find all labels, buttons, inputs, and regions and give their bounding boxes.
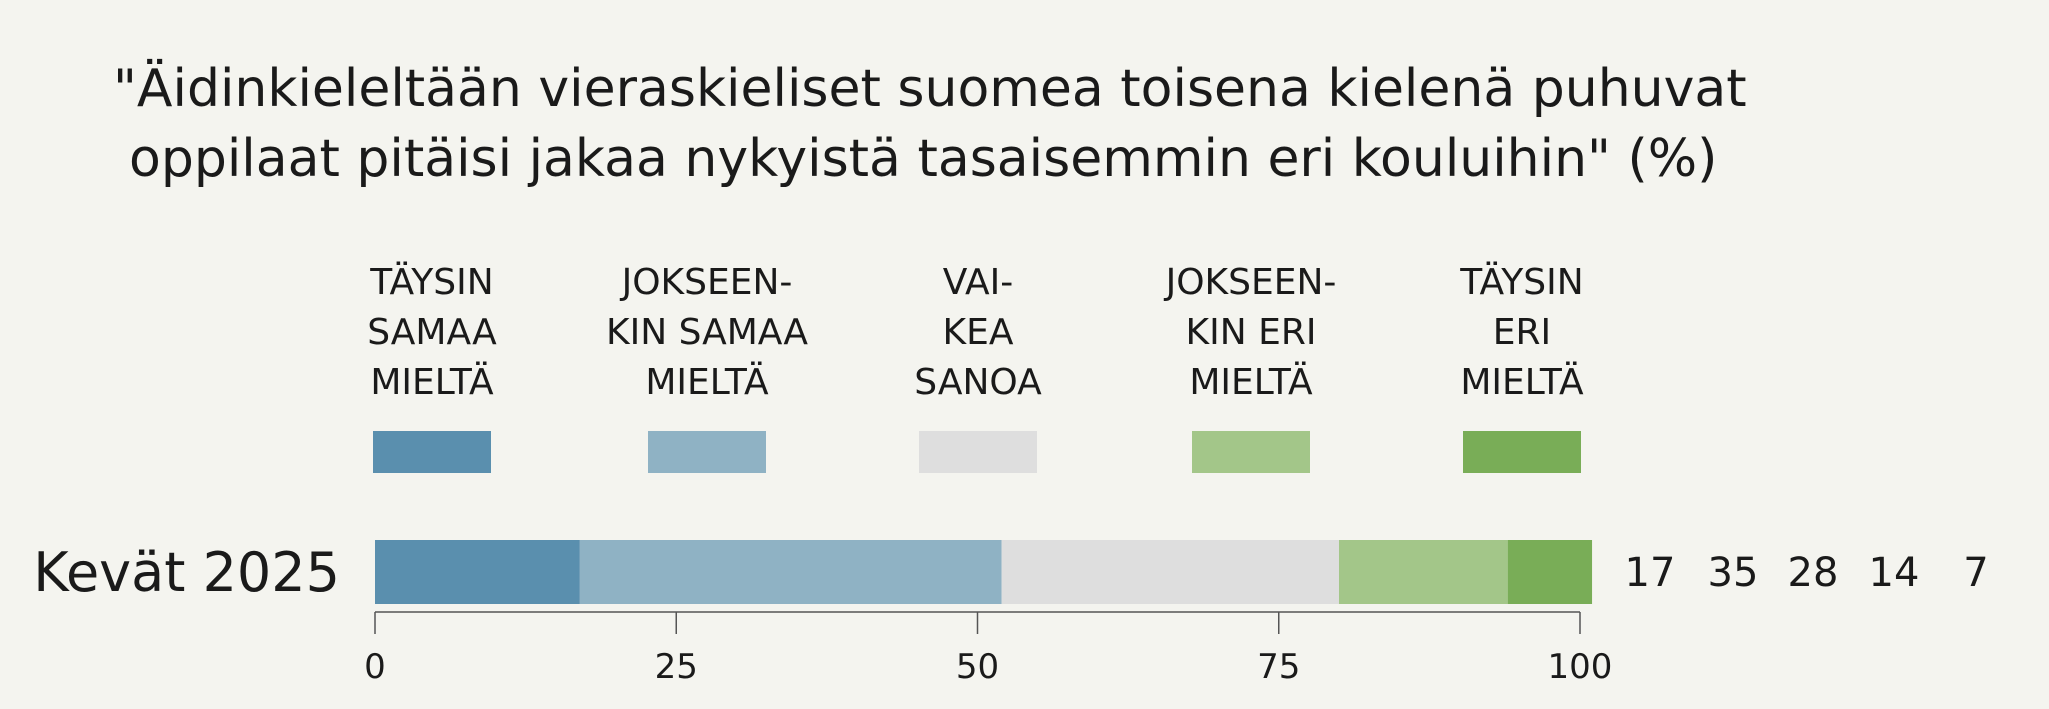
row-label: Kevät 2025 <box>33 541 340 604</box>
value-label: 7 <box>1963 550 1988 596</box>
bar-segment <box>1001 540 1339 604</box>
legend-label-line: SAMAA <box>367 312 497 353</box>
legend-item: JOKSEEN- KIN ERI MIELTÄ <box>1164 262 1337 473</box>
legend-label-line: KIN SAMAA <box>606 312 808 353</box>
legend-label-line: VAI- <box>943 262 1014 303</box>
x-tick-label: 0 <box>364 647 386 687</box>
legend-swatch <box>919 431 1037 473</box>
legend: TÄYSIN SAMAA MIELTÄ JOKSEEN- KIN SAMAA MIELTÄ… <box>367 261 1584 473</box>
chart-title: "Äidinkieleltään vieraskieliset suomea t… <box>113 58 1747 189</box>
value-labels: 17 35 28 14 7 <box>1625 550 1989 596</box>
legend-swatch <box>648 431 766 473</box>
legend-label-line: KIN ERI <box>1186 312 1317 353</box>
x-tick-label: 25 <box>655 647 698 687</box>
legend-label-line: ERI <box>1493 312 1551 353</box>
x-tick-label: 100 <box>1548 647 1613 687</box>
legend-label-line: MIELTÄ <box>370 361 494 403</box>
legend-label-line: MIELTÄ <box>645 361 769 403</box>
legend-label-line: JOKSEEN- <box>620 262 793 303</box>
legend-label-line: KEA <box>943 312 1014 353</box>
x-tick-label: 75 <box>1257 647 1300 687</box>
legend-label-line: MIELTÄ <box>1189 361 1313 403</box>
legend-swatch <box>373 431 491 473</box>
legend-label-line: TÄYSIN <box>1459 261 1583 303</box>
legend-item: TÄYSIN SAMAA MIELTÄ <box>367 261 497 473</box>
value-label: 17 <box>1625 550 1676 596</box>
chart-title-line-2: oppilaat pitäisi jakaa nykyistä tasaisem… <box>129 129 1717 189</box>
value-label: 28 <box>1788 550 1839 596</box>
bar-segment <box>375 540 580 604</box>
x-tick-label: 50 <box>956 647 999 687</box>
bar-group: Kevät 2025 <box>33 540 1593 604</box>
bar-segment <box>1339 540 1508 604</box>
legend-label-line: MIELTÄ <box>1460 361 1584 403</box>
legend-swatch <box>1192 431 1310 473</box>
legend-label-line: SANOA <box>914 362 1042 403</box>
value-label: 35 <box>1708 550 1759 596</box>
value-label: 14 <box>1869 550 1920 596</box>
legend-item: TÄYSIN ERI MIELTÄ <box>1459 261 1584 473</box>
bar-segment <box>1507 540 1593 604</box>
legend-label-line: JOKSEEN- <box>1164 262 1337 303</box>
legend-item: JOKSEEN- KIN SAMAA MIELTÄ <box>606 262 808 473</box>
bar-segment <box>579 540 1002 604</box>
legend-label-line: TÄYSIN <box>369 261 493 303</box>
x-axis: 0 25 50 75 100 <box>364 611 1613 687</box>
legend-swatch <box>1463 431 1581 473</box>
legend-item: VAI- KEA SANOA <box>914 262 1042 473</box>
chart-title-line-1: "Äidinkieleltään vieraskieliset suomea t… <box>113 58 1747 119</box>
